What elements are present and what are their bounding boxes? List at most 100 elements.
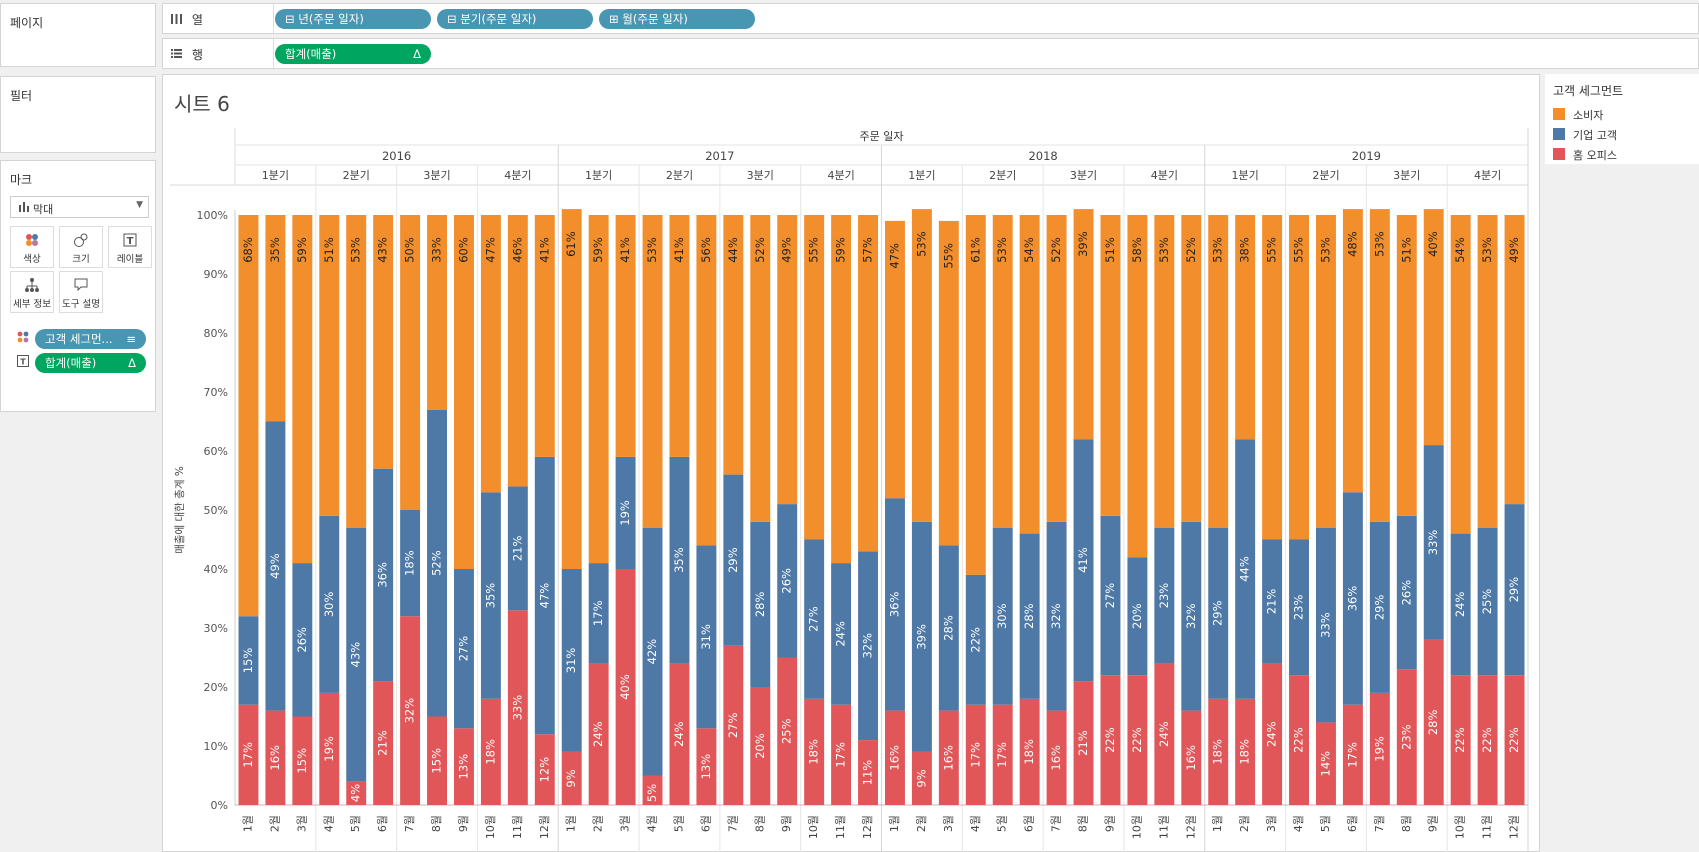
data-label: 61% bbox=[968, 237, 982, 263]
marks-label-field-pill[interactable]: 합계(매출) Δ bbox=[35, 353, 146, 373]
data-label: 12% bbox=[537, 757, 551, 783]
columns-pill-year[interactable]: ⊟ 년(주문 일자) bbox=[275, 9, 431, 29]
data-label: 49% bbox=[780, 237, 794, 263]
bar-segment bbox=[1369, 692, 1390, 805]
year-header: 2016 bbox=[382, 149, 411, 163]
bar-segment bbox=[1262, 663, 1283, 805]
bar-segment bbox=[750, 521, 771, 687]
quarter-header: 2분기 bbox=[666, 169, 693, 182]
bar-segment bbox=[1477, 215, 1498, 528]
bar-segment bbox=[1046, 521, 1067, 711]
bar-segment bbox=[561, 751, 582, 805]
tooltip-button[interactable]: 도구 설명 bbox=[59, 271, 103, 313]
columns-pill-year-label: ⊟ 년(주문 일자) bbox=[285, 12, 364, 26]
data-label: 49% bbox=[268, 553, 282, 579]
x-tick-label: 7월 bbox=[726, 815, 739, 832]
bar-segment bbox=[400, 215, 421, 510]
data-label: 36% bbox=[887, 592, 901, 618]
x-tick-label: 3월 bbox=[1265, 815, 1278, 832]
bar-segment bbox=[1019, 533, 1040, 699]
quarter-header: 3분기 bbox=[747, 169, 774, 182]
bar-segment bbox=[588, 663, 609, 805]
data-label: 29% bbox=[1211, 600, 1225, 626]
rows-shelf[interactable]: 행 합계(매출) Δ bbox=[162, 38, 1699, 70]
bar-segment bbox=[669, 215, 690, 457]
data-label: 55% bbox=[1292, 237, 1306, 263]
x-tick-label: 9월 bbox=[1427, 815, 1440, 832]
x-tick-label: 11월 bbox=[1157, 815, 1170, 839]
mark-type-dropdown[interactable]: 막대 ▼ bbox=[10, 196, 149, 218]
sheet-title: 시트 6 bbox=[174, 92, 230, 116]
data-label: 22% bbox=[1130, 727, 1144, 753]
columns-pill-quarter[interactable]: ⊟ 분기(주문 일자) bbox=[437, 9, 593, 29]
data-label: 43% bbox=[376, 237, 390, 263]
data-label: 16% bbox=[1184, 745, 1198, 771]
bar-segment bbox=[1342, 704, 1363, 805]
quarter-header: 1분기 bbox=[585, 169, 612, 182]
bar-segment bbox=[1423, 639, 1444, 805]
data-label: 27% bbox=[726, 712, 740, 738]
marks-color-field-pill[interactable]: 고객 세그먼... ≡ bbox=[35, 329, 146, 349]
data-label: 18% bbox=[807, 739, 821, 765]
x-tick-label: 5월 bbox=[1319, 815, 1332, 832]
x-tick-label: 8월 bbox=[1077, 815, 1090, 832]
pages-panel[interactable]: 페이지 bbox=[0, 3, 156, 67]
columns-shelf[interactable]: 열 ⊟ 년(주문 일자) ⊟ 분기(주문 일자) ⊞ 월(주문 일자) bbox=[162, 3, 1699, 35]
x-tick-label: 11월 bbox=[834, 815, 847, 839]
data-label: 56% bbox=[699, 237, 713, 263]
size-button[interactable]: 크기 bbox=[59, 226, 103, 268]
data-label: 53% bbox=[349, 237, 363, 263]
data-label: 13% bbox=[456, 754, 470, 780]
data-label: 13% bbox=[699, 754, 713, 780]
x-tick-label: 4월 bbox=[969, 815, 982, 832]
label-button[interactable]: T 레이블 bbox=[108, 226, 152, 268]
bar-segment bbox=[265, 710, 286, 805]
bar-segment bbox=[319, 215, 340, 516]
legend-label: 홈 오피스 bbox=[1573, 149, 1617, 162]
bar-segment bbox=[911, 751, 932, 805]
quarter-header: 2분기 bbox=[343, 169, 370, 182]
x-tick-label: 9월 bbox=[1103, 815, 1116, 832]
filters-panel[interactable]: 필터 bbox=[0, 76, 156, 153]
quarter-header: 4분기 bbox=[1474, 169, 1501, 182]
bar-segment bbox=[1073, 439, 1094, 682]
color-button[interactable]: 색상 bbox=[10, 226, 54, 268]
bar-segment bbox=[1208, 527, 1229, 699]
bar-segment bbox=[1181, 710, 1202, 805]
bar-segment bbox=[1396, 669, 1417, 805]
legend-swatch bbox=[1553, 108, 1565, 120]
detail-button[interactable]: 세부 정보 bbox=[10, 271, 54, 313]
rows-pill-sales[interactable]: 합계(매출) Δ bbox=[275, 44, 431, 64]
legend-title: 고객 세그먼트 bbox=[1553, 84, 1624, 98]
data-label: 19% bbox=[1372, 736, 1386, 762]
data-label: 25% bbox=[780, 718, 794, 744]
data-label: 47% bbox=[537, 583, 551, 609]
rows-shelf-label: 행 bbox=[171, 46, 281, 63]
x-tick-label: 12월 bbox=[538, 815, 551, 839]
bar-segment bbox=[1181, 215, 1202, 522]
columns-pill-month[interactable]: ⊞ 월(주문 일자) bbox=[599, 9, 755, 29]
bar-segment bbox=[373, 468, 394, 682]
y-tick-label: 80% bbox=[204, 327, 228, 340]
filters-title: 필터 bbox=[10, 89, 33, 103]
data-label: 41% bbox=[672, 237, 686, 263]
bar-segment bbox=[1316, 215, 1336, 528]
x-tick-label: 11월 bbox=[1481, 815, 1494, 839]
columns-pill-quarter-label: ⊟ 분기(주문 일자) bbox=[447, 12, 537, 26]
data-label: 9% bbox=[914, 769, 928, 787]
data-label: 22% bbox=[1103, 727, 1117, 753]
color-dots-icon bbox=[11, 232, 53, 250]
bar-segment bbox=[642, 215, 663, 528]
bar-segment bbox=[480, 215, 501, 493]
bar-segment bbox=[1127, 215, 1148, 558]
data-label: 54% bbox=[1453, 237, 1467, 263]
bar-segment bbox=[561, 209, 582, 569]
bar-segment bbox=[1342, 492, 1363, 705]
bar-segment bbox=[1046, 710, 1067, 805]
data-label: 20% bbox=[753, 733, 767, 759]
x-tick-label: 11월 bbox=[511, 815, 524, 839]
data-label: 41% bbox=[537, 237, 551, 263]
data-label: 32% bbox=[1184, 603, 1198, 629]
legend-label: 기업 고객 bbox=[1573, 129, 1617, 142]
data-label: 40% bbox=[618, 674, 632, 700]
